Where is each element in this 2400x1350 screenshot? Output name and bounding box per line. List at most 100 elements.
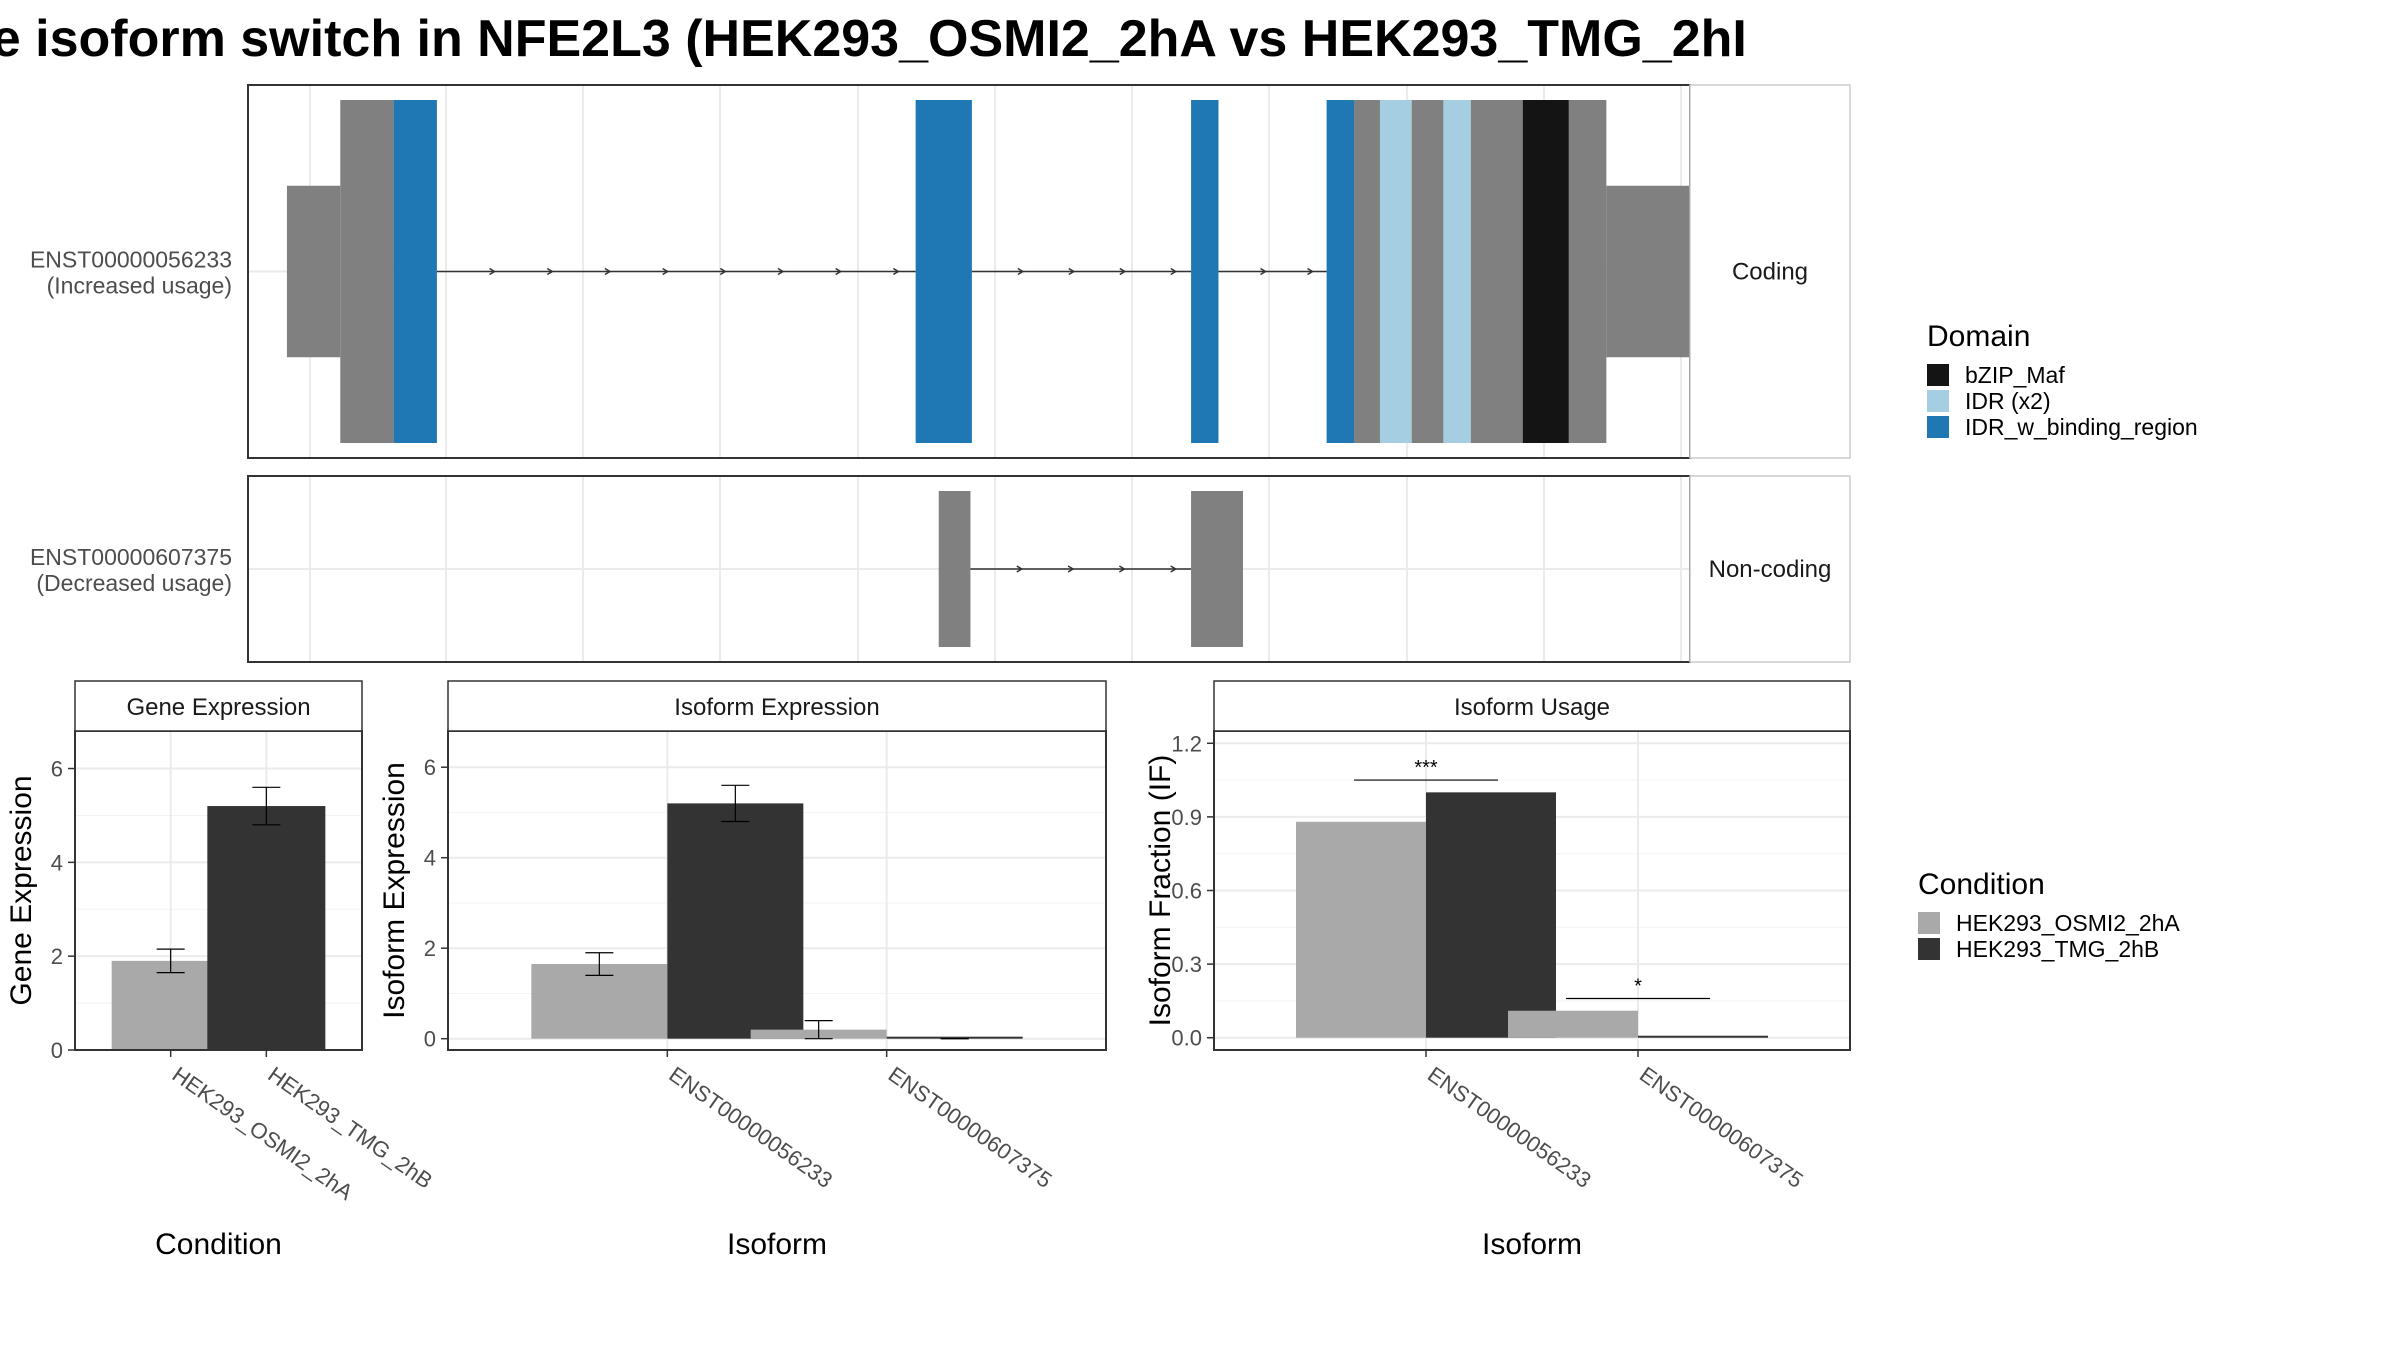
intron-direction-arrow — [835, 267, 843, 276]
transcript-usage-label: (Decreased usage) — [36, 570, 232, 596]
figure-title: ne isoform switch in NFE2L3 (HEK293_OSMI… — [0, 10, 1747, 68]
intron-direction-arrow — [1119, 267, 1127, 276]
y-tick-label: 6 — [424, 755, 436, 780]
legend-item-hek293-tmg-2hb: HEK293_TMG_2hB — [1956, 936, 2159, 962]
y-tick-label: 4 — [51, 850, 63, 875]
bar — [531, 964, 668, 1039]
transcript-id-label: ENST00000607375 — [30, 544, 232, 570]
x-tick-label: ENST00000607375 — [1635, 1062, 1808, 1193]
bar — [1638, 1035, 1768, 1038]
legend-swatch — [1918, 912, 1940, 934]
exon-block — [1522, 100, 1569, 443]
bar-chart-isoform-usage: ****Isoform Usage0.00.30.60.91.2Isoform … — [1144, 680, 1851, 1261]
x-tick-label: ENST00000056233 — [1423, 1062, 1596, 1193]
y-tick-label: 0 — [51, 1038, 63, 1063]
exon-block — [1470, 100, 1523, 443]
intron-direction-arrow — [1016, 565, 1024, 573]
intron-direction-arrow — [1307, 267, 1314, 276]
legend-item-hek293-osmi2-2ha: HEK293_OSMI2_2hA — [1956, 910, 2180, 936]
intron-direction-arrow — [719, 267, 727, 276]
exon-block — [1443, 100, 1471, 443]
exon-block — [938, 491, 971, 647]
transcript-structure-panel: Coding ENST00000056233(Increased usage) No… — [30, 84, 1851, 663]
x-tick-label: ENST00000056233 — [664, 1062, 837, 1193]
intron-direction-arrow — [1068, 267, 1076, 276]
intron-direction-arrow — [1170, 565, 1178, 573]
strip-box — [1689, 84, 1851, 459]
significance-label: * — [1634, 975, 1642, 997]
legend-swatch — [1927, 364, 1949, 386]
exon-block — [915, 100, 972, 443]
exon-block — [1191, 491, 1243, 647]
x-tick-label: HEK293_OSMI2_2hA — [168, 1062, 358, 1205]
legend-title: Domain — [1927, 320, 2030, 353]
intron-direction-arrow — [546, 267, 554, 276]
intron-direction-arrow — [1260, 267, 1267, 276]
intron-direction-arrow — [662, 267, 670, 276]
legend-swatch — [1927, 416, 1949, 438]
x-axis-label: Condition — [155, 1228, 282, 1261]
exon-block — [393, 100, 437, 443]
bar — [667, 803, 804, 1039]
panel-title-strip — [1213, 680, 1851, 732]
panel-title: Isoform Expression — [674, 694, 879, 721]
x-axis-label: Isoform — [1482, 1228, 1582, 1261]
y-tick-label: 0.0 — [1171, 1026, 1202, 1051]
y-axis-label: Isoform Expression — [378, 762, 411, 1019]
y-tick-label: 6 — [51, 757, 63, 782]
y-tick-label: 0.3 — [1171, 952, 1202, 977]
bar-chart-isoform-expression: Isoform Expression 0 2 4 6 Isoform Expression… — [378, 680, 1107, 1261]
transcript-usage-label: (Increased usage) — [47, 273, 232, 299]
exon-block — [1568, 100, 1607, 443]
bar — [207, 806, 326, 1050]
expression-bar-panels: Gene Expression 0 2 4 6 Gene Expression HEK293… — [5, 680, 1851, 1261]
intron-direction-arrow — [1170, 267, 1178, 276]
exon-block — [1354, 100, 1380, 443]
legend-swatch — [1927, 390, 1949, 412]
y-tick-label: 2 — [51, 944, 63, 969]
intron-direction-arrow — [1017, 267, 1025, 276]
bar — [1296, 821, 1426, 1038]
intron-direction-arrow — [892, 267, 900, 276]
y-tick-label: 2 — [424, 936, 436, 961]
exon-block — [1191, 100, 1219, 443]
transcript-id-label: ENST00000056233 — [30, 247, 232, 273]
intron-direction-arrow — [1067, 565, 1075, 573]
bar — [1508, 1010, 1638, 1038]
legend-item-idr-x2: IDR (x2) — [1965, 388, 2051, 414]
bar-chart-gene-expression: Gene Expression 0 2 4 6 Gene Expression HEK293… — [5, 680, 437, 1261]
panel-title: Gene Expression — [126, 694, 310, 721]
x-tick-label: HEK293_TMG_2hB — [263, 1062, 437, 1194]
x-tick-label: ENST00000607375 — [884, 1062, 1057, 1193]
bar — [886, 1036, 1023, 1039]
panel-title-strip — [447, 680, 1107, 732]
intron-direction-arrow — [489, 267, 497, 276]
exon-block — [1326, 100, 1355, 443]
legend-item-bzip-maf: bZIP_Maf — [1965, 362, 2065, 388]
bar — [1426, 792, 1556, 1038]
y-tick-label: 0.6 — [1171, 879, 1202, 904]
utr-block — [286, 185, 341, 358]
strip-label: Coding — [1732, 259, 1808, 286]
panel-title: Isoform Usage — [1454, 694, 1610, 721]
y-tick-label: 1.2 — [1171, 731, 1202, 756]
significance-label: *** — [1414, 757, 1438, 779]
y-axis-label: Isoform Fraction (IF) — [1144, 755, 1177, 1027]
strip-label: Non-coding — [1709, 556, 1832, 583]
y-tick-label: 0 — [424, 1027, 436, 1052]
transcript-panel-enst00000607375: Non-coding ENST00000607375(Decreased usag… — [30, 475, 1851, 663]
exon-block — [1411, 100, 1444, 443]
y-axis-label: Gene Expression — [5, 775, 38, 1005]
transcript-panel-enst00000056233: Coding ENST00000056233(Increased usage) — [30, 84, 1851, 459]
legend-item-idr-w-binding-region: IDR_w_binding_region — [1965, 414, 2198, 440]
legend-title: Condition — [1918, 868, 2045, 901]
y-tick-label: 4 — [424, 846, 436, 871]
intron-direction-arrow — [1118, 565, 1126, 573]
intron-direction-arrow — [777, 267, 785, 276]
intron-direction-arrow — [604, 267, 612, 276]
y-tick-label: 0.9 — [1171, 805, 1202, 830]
exon-block — [1379, 100, 1412, 443]
